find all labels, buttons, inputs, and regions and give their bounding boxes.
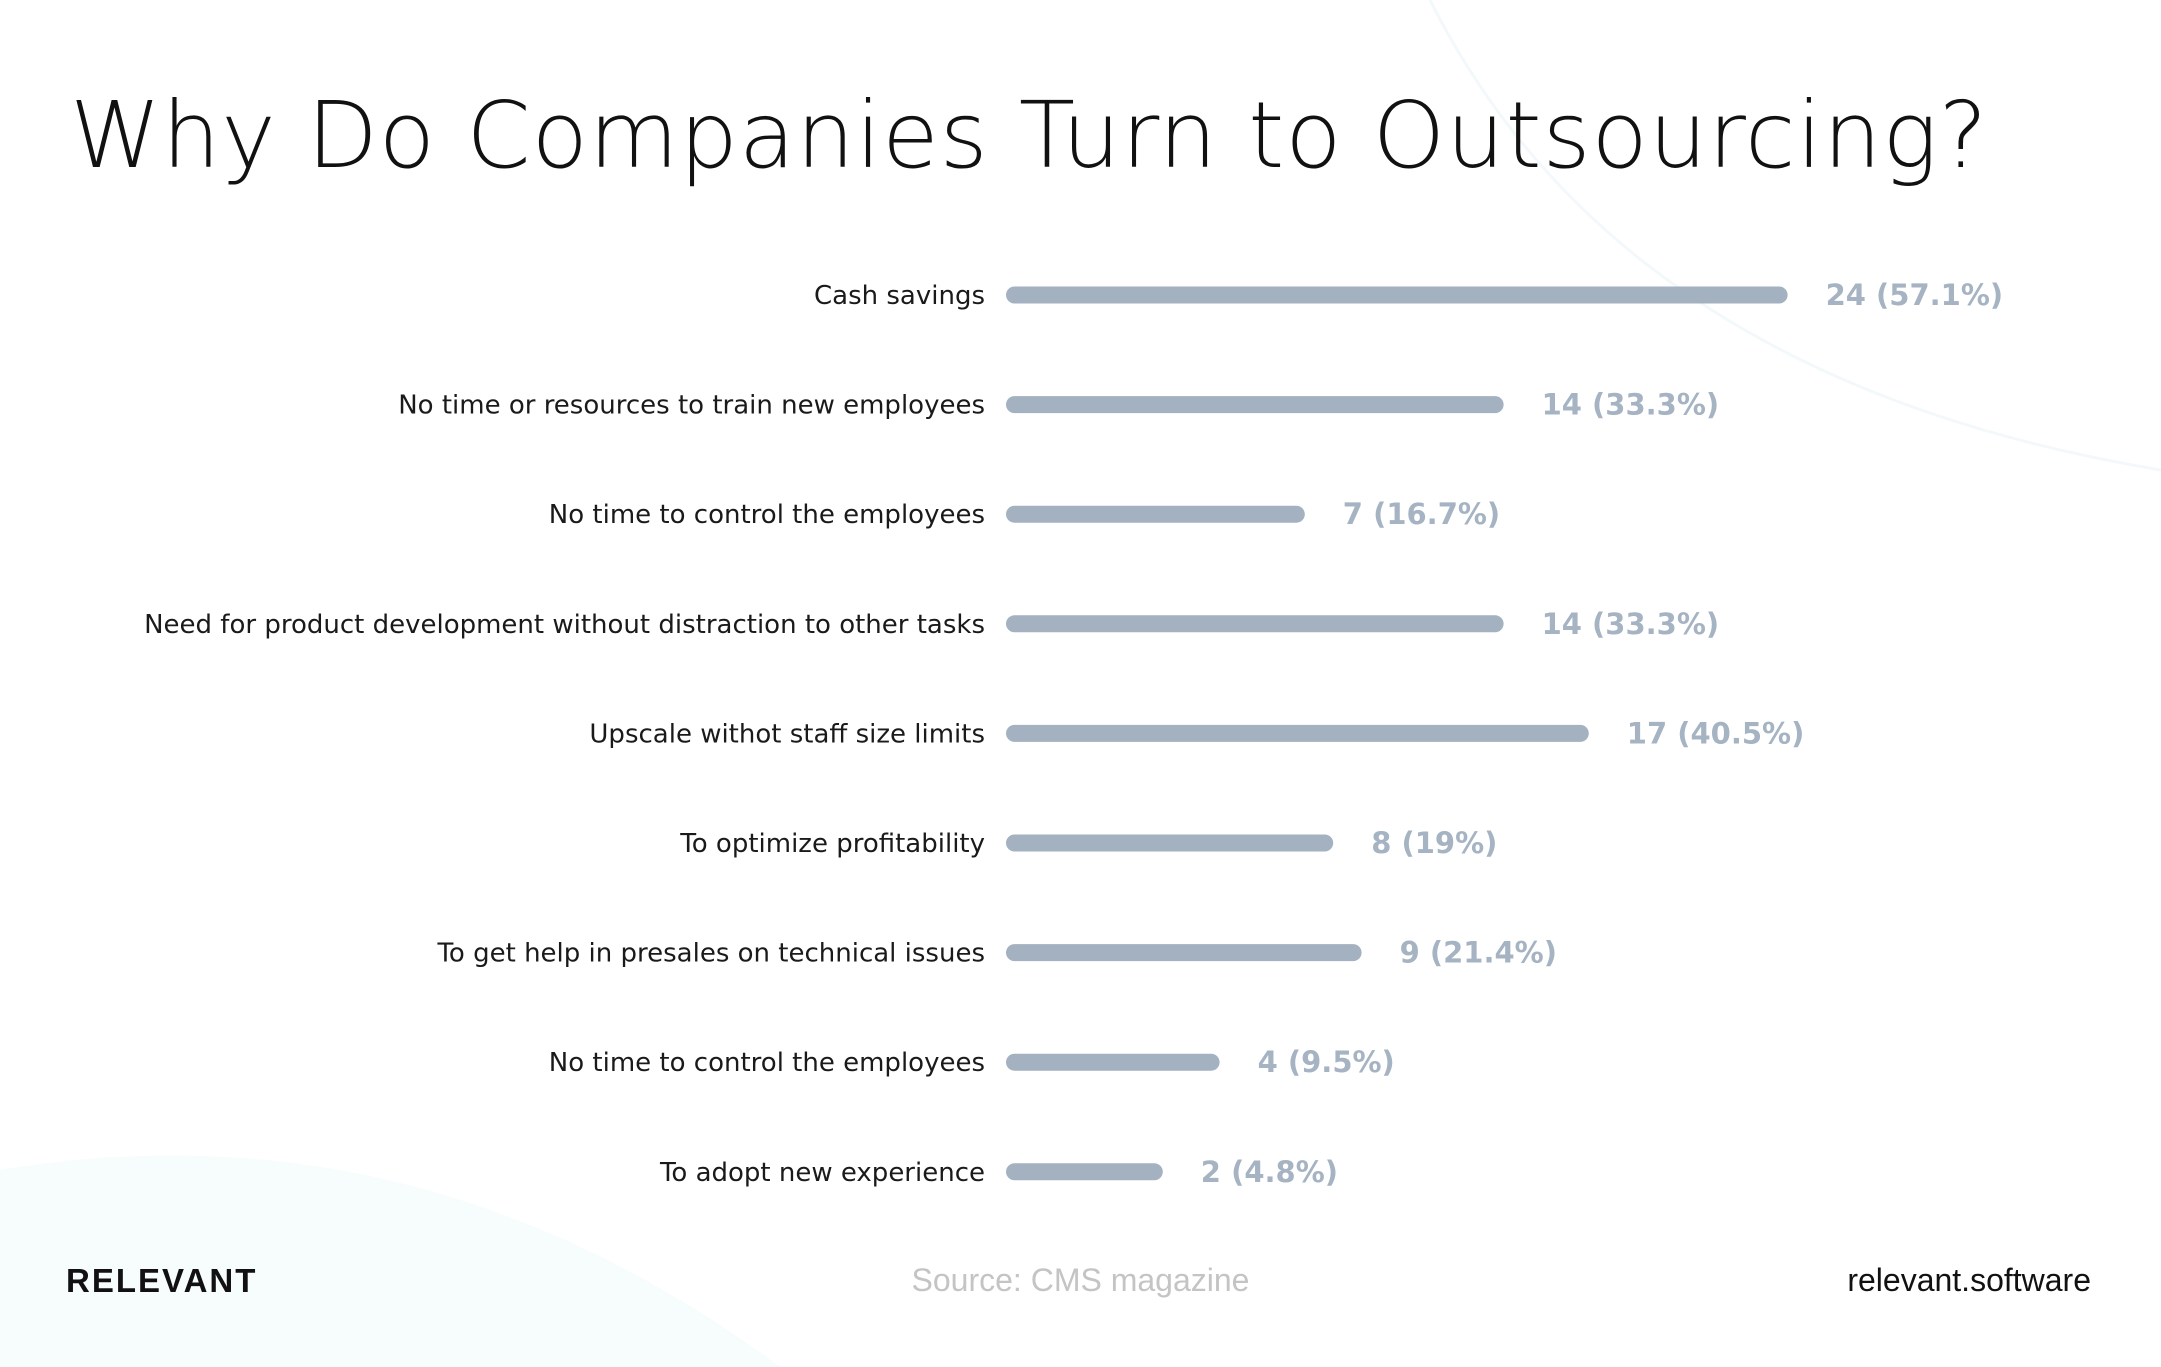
category-label: To adopt new experience	[659, 1158, 985, 1188]
data-label: 8 (19%)	[1371, 826, 1497, 860]
bar	[1006, 724, 1589, 742]
data-label: 4 (9.5%)	[1258, 1045, 1395, 1079]
data-label: 24 (57.1%)	[1826, 278, 2004, 312]
bar	[1006, 615, 1504, 633]
category-label: No time or resources to train new employ…	[398, 391, 985, 421]
data-label: 9 (21.4%)	[1400, 936, 1557, 970]
source-note: Source: CMS magazine	[911, 1262, 1250, 1298]
bar	[1006, 1053, 1220, 1071]
data-label: 2 (4.8%)	[1201, 1155, 1338, 1189]
data-label: 14 (33.3%)	[1542, 388, 1720, 422]
category-label: Upscale withot staff size limits	[589, 719, 985, 749]
website-link[interactable]: relevant.software	[1847, 1262, 2091, 1298]
category-label: No time to control the employees	[549, 1048, 985, 1078]
category-label: No time to control the employees	[549, 500, 985, 530]
data-label: 7 (16.7%)	[1343, 497, 1500, 531]
bar	[1006, 944, 1362, 962]
data-label: 17 (40.5%)	[1627, 716, 1805, 750]
category-label: To optimize profitability	[679, 829, 985, 859]
background-curve	[1428, 0, 2161, 472]
bar	[1006, 505, 1305, 523]
chart-title: Why Do Companies Turn to Outsourcing?	[70, 82, 1989, 189]
bar	[1006, 286, 1788, 304]
bar	[1006, 396, 1504, 414]
background-shape	[0, 1155, 780, 1367]
category-label: To get help in presales on technical iss…	[436, 939, 985, 969]
bar	[1006, 1163, 1163, 1181]
bar	[1006, 834, 1334, 852]
category-label: Cash savings	[814, 281, 985, 311]
brand-logo: RELEVANT	[66, 1262, 258, 1299]
category-label: Need for product development without dis…	[144, 610, 985, 640]
data-label: 14 (33.3%)	[1542, 607, 1720, 641]
